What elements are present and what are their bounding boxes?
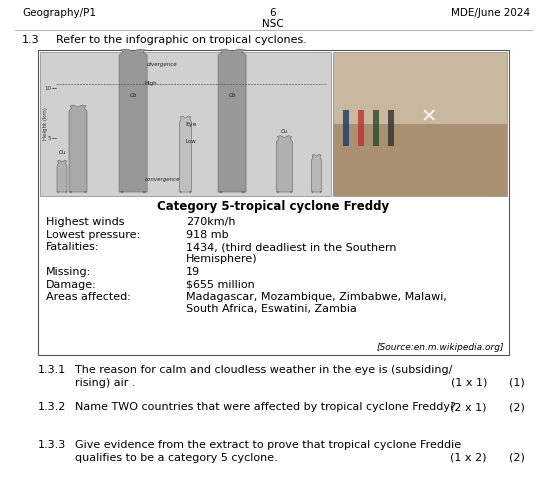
Text: Height (km): Height (km): [43, 108, 48, 140]
Text: 10: 10: [44, 85, 51, 90]
Text: divergence: divergence: [147, 62, 178, 67]
Text: 918 mb: 918 mb: [186, 230, 229, 240]
Text: 1.3.1: 1.3.1: [38, 365, 66, 375]
Text: Give evidence from the extract to prove that tropical cyclone Freddie
qualifies : Give evidence from the extract to prove …: [75, 440, 461, 463]
Text: (1): (1): [509, 378, 525, 388]
Bar: [40, 52, 331, 196]
Text: $655 million: $655 million: [186, 279, 255, 289]
Text: Eye: Eye: [185, 121, 197, 127]
Bar: [388, 110, 394, 146]
Text: Name TWO countries that were affected by tropical cyclone Freddy?: Name TWO countries that were affected by…: [75, 402, 456, 412]
Text: Missing:: Missing:: [46, 267, 91, 277]
Text: Cb: Cb: [229, 93, 236, 98]
Bar: [38, 50, 509, 355]
Text: Category 5-tropical cyclone Freddy: Category 5-tropical cyclone Freddy: [158, 200, 389, 213]
Polygon shape: [218, 49, 246, 192]
Text: Fatalities:: Fatalities:: [46, 242, 100, 252]
Text: 19: 19: [186, 267, 200, 277]
Text: (2): (2): [509, 453, 525, 463]
Bar: [333, 146, 507, 196]
Bar: [333, 52, 507, 196]
Text: Highest winds: Highest winds: [46, 217, 125, 227]
Text: 5: 5: [48, 136, 51, 141]
Text: Low: Low: [186, 139, 197, 144]
Polygon shape: [57, 160, 67, 192]
Text: Cu: Cu: [59, 150, 66, 155]
Text: 1434, (third deadliest in the Southern
Hemisphere): 1434, (third deadliest in the Southern H…: [186, 242, 397, 264]
Text: High: High: [144, 81, 157, 86]
Polygon shape: [311, 154, 322, 192]
Text: [Source:en.m.wikipedia.org]: [Source:en.m.wikipedia.org]: [376, 343, 504, 352]
Text: MDE/June 2024: MDE/June 2024: [451, 8, 530, 18]
Bar: [333, 124, 507, 196]
Text: Areas affected:: Areas affected:: [46, 292, 131, 302]
Text: Madagascar, Mozambique, Zimbabwe, Malawi,
South Africa, Eswatini, Zambia: Madagascar, Mozambique, Zimbabwe, Malawi…: [186, 292, 447, 314]
Text: (1 x 2): (1 x 2): [451, 453, 487, 463]
Bar: [343, 110, 349, 146]
Text: The reason for calm and cloudless weather in the eye is (subsiding/
rising) air : The reason for calm and cloudless weathe…: [75, 365, 452, 388]
Polygon shape: [276, 136, 293, 192]
Text: Cu: Cu: [281, 129, 288, 134]
Bar: [358, 110, 364, 146]
Text: (2): (2): [509, 402, 525, 412]
Polygon shape: [119, 49, 147, 192]
Text: (2 x 1): (2 x 1): [451, 402, 487, 412]
Text: NSC: NSC: [262, 19, 284, 29]
Text: Lowest pressure:: Lowest pressure:: [46, 230, 140, 240]
Text: 6: 6: [270, 8, 276, 18]
Bar: [373, 110, 379, 146]
Text: convergence: convergence: [144, 177, 180, 182]
Text: 1.3: 1.3: [22, 35, 39, 45]
Polygon shape: [69, 105, 87, 192]
Text: (1 x 1): (1 x 1): [451, 378, 487, 388]
Text: Geography/P1: Geography/P1: [22, 8, 96, 18]
Text: Refer to the infographic on tropical cyclones.: Refer to the infographic on tropical cyc…: [56, 35, 307, 45]
Polygon shape: [179, 116, 191, 192]
Text: 1.3.2: 1.3.2: [38, 402, 66, 412]
Text: ✕: ✕: [421, 107, 437, 126]
Text: Damage:: Damage:: [46, 279, 97, 289]
Text: Cb: Cb: [130, 93, 137, 98]
Text: 1.3.3: 1.3.3: [38, 440, 66, 450]
Text: 270km/h: 270km/h: [186, 217, 236, 227]
